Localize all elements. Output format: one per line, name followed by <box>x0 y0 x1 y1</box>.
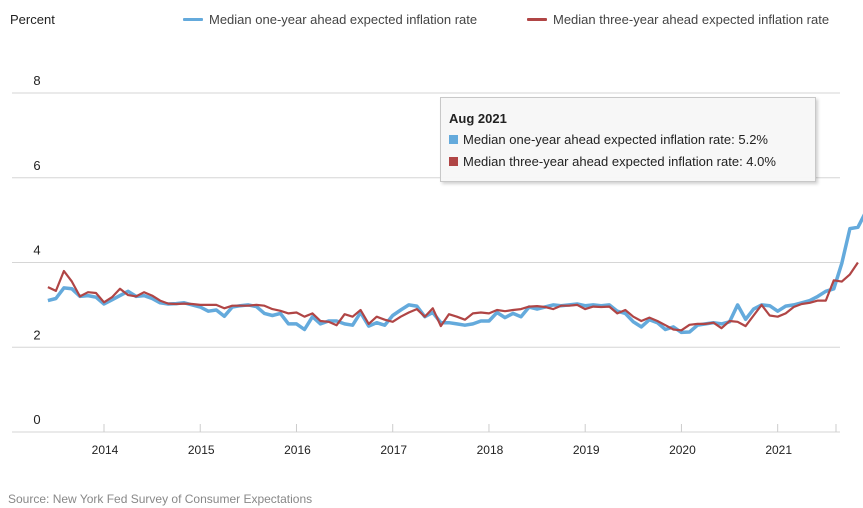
tooltip-swatch-one-year <box>449 135 458 144</box>
y-tick-label: 2 <box>33 327 40 342</box>
legend-item-three-year[interactable]: Median three-year ahead expected inflati… <box>527 12 829 27</box>
tooltip-text-three-year: Median three-year ahead expected inflati… <box>463 154 776 169</box>
y-tick-label: 8 <box>33 73 40 88</box>
legend-label-one-year: Median one-year ahead expected inflation… <box>209 12 478 27</box>
tooltip-row-three-year: Median three-year ahead expected inflati… <box>449 154 776 169</box>
x-tick-label: 2020 <box>669 443 696 457</box>
x-tick-label: 2015 <box>188 443 215 457</box>
x-tick-label: 2019 <box>573 443 600 457</box>
legend-swatch-one-year <box>183 18 203 21</box>
x-tick-label: 2014 <box>92 443 119 457</box>
tooltip: Aug 2021 Median one-year ahead expected … <box>440 97 816 182</box>
y-axis-title: Percent <box>10 12 55 27</box>
x-tick-label: 2021 <box>765 443 792 457</box>
x-tick-label: 2016 <box>284 443 311 457</box>
tooltip-row-one-year: Median one-year ahead expected inflation… <box>449 132 768 147</box>
y-tick-label: 4 <box>33 243 40 258</box>
series-line-one-year[interactable] <box>47 212 863 335</box>
x-tick-label: 2018 <box>477 443 504 457</box>
y-tick-label: 0 <box>33 412 40 427</box>
tooltip-text-one-year: Median one-year ahead expected inflation… <box>463 132 768 147</box>
legend-label-three-year: Median three-year ahead expected inflati… <box>553 12 830 27</box>
x-tick-label: 2017 <box>380 443 407 457</box>
y-tick-label: 6 <box>33 158 40 173</box>
series-line-three-year[interactable] <box>47 261 859 332</box>
tooltip-title: Aug 2021 <box>449 111 507 126</box>
y-tick-labels: 0 2 4 6 8 <box>33 73 40 427</box>
source-note: Source: New York Fed Survey of Consumer … <box>8 492 313 506</box>
series-lines <box>47 212 863 335</box>
x-axis: 2014 2015 2016 2017 2018 2019 2020 2021 <box>92 424 837 457</box>
legend-swatch-three-year <box>527 18 547 21</box>
legend-item-one-year[interactable]: Median one-year ahead expected inflation… <box>183 12 477 27</box>
tooltip-swatch-three-year <box>449 157 458 166</box>
